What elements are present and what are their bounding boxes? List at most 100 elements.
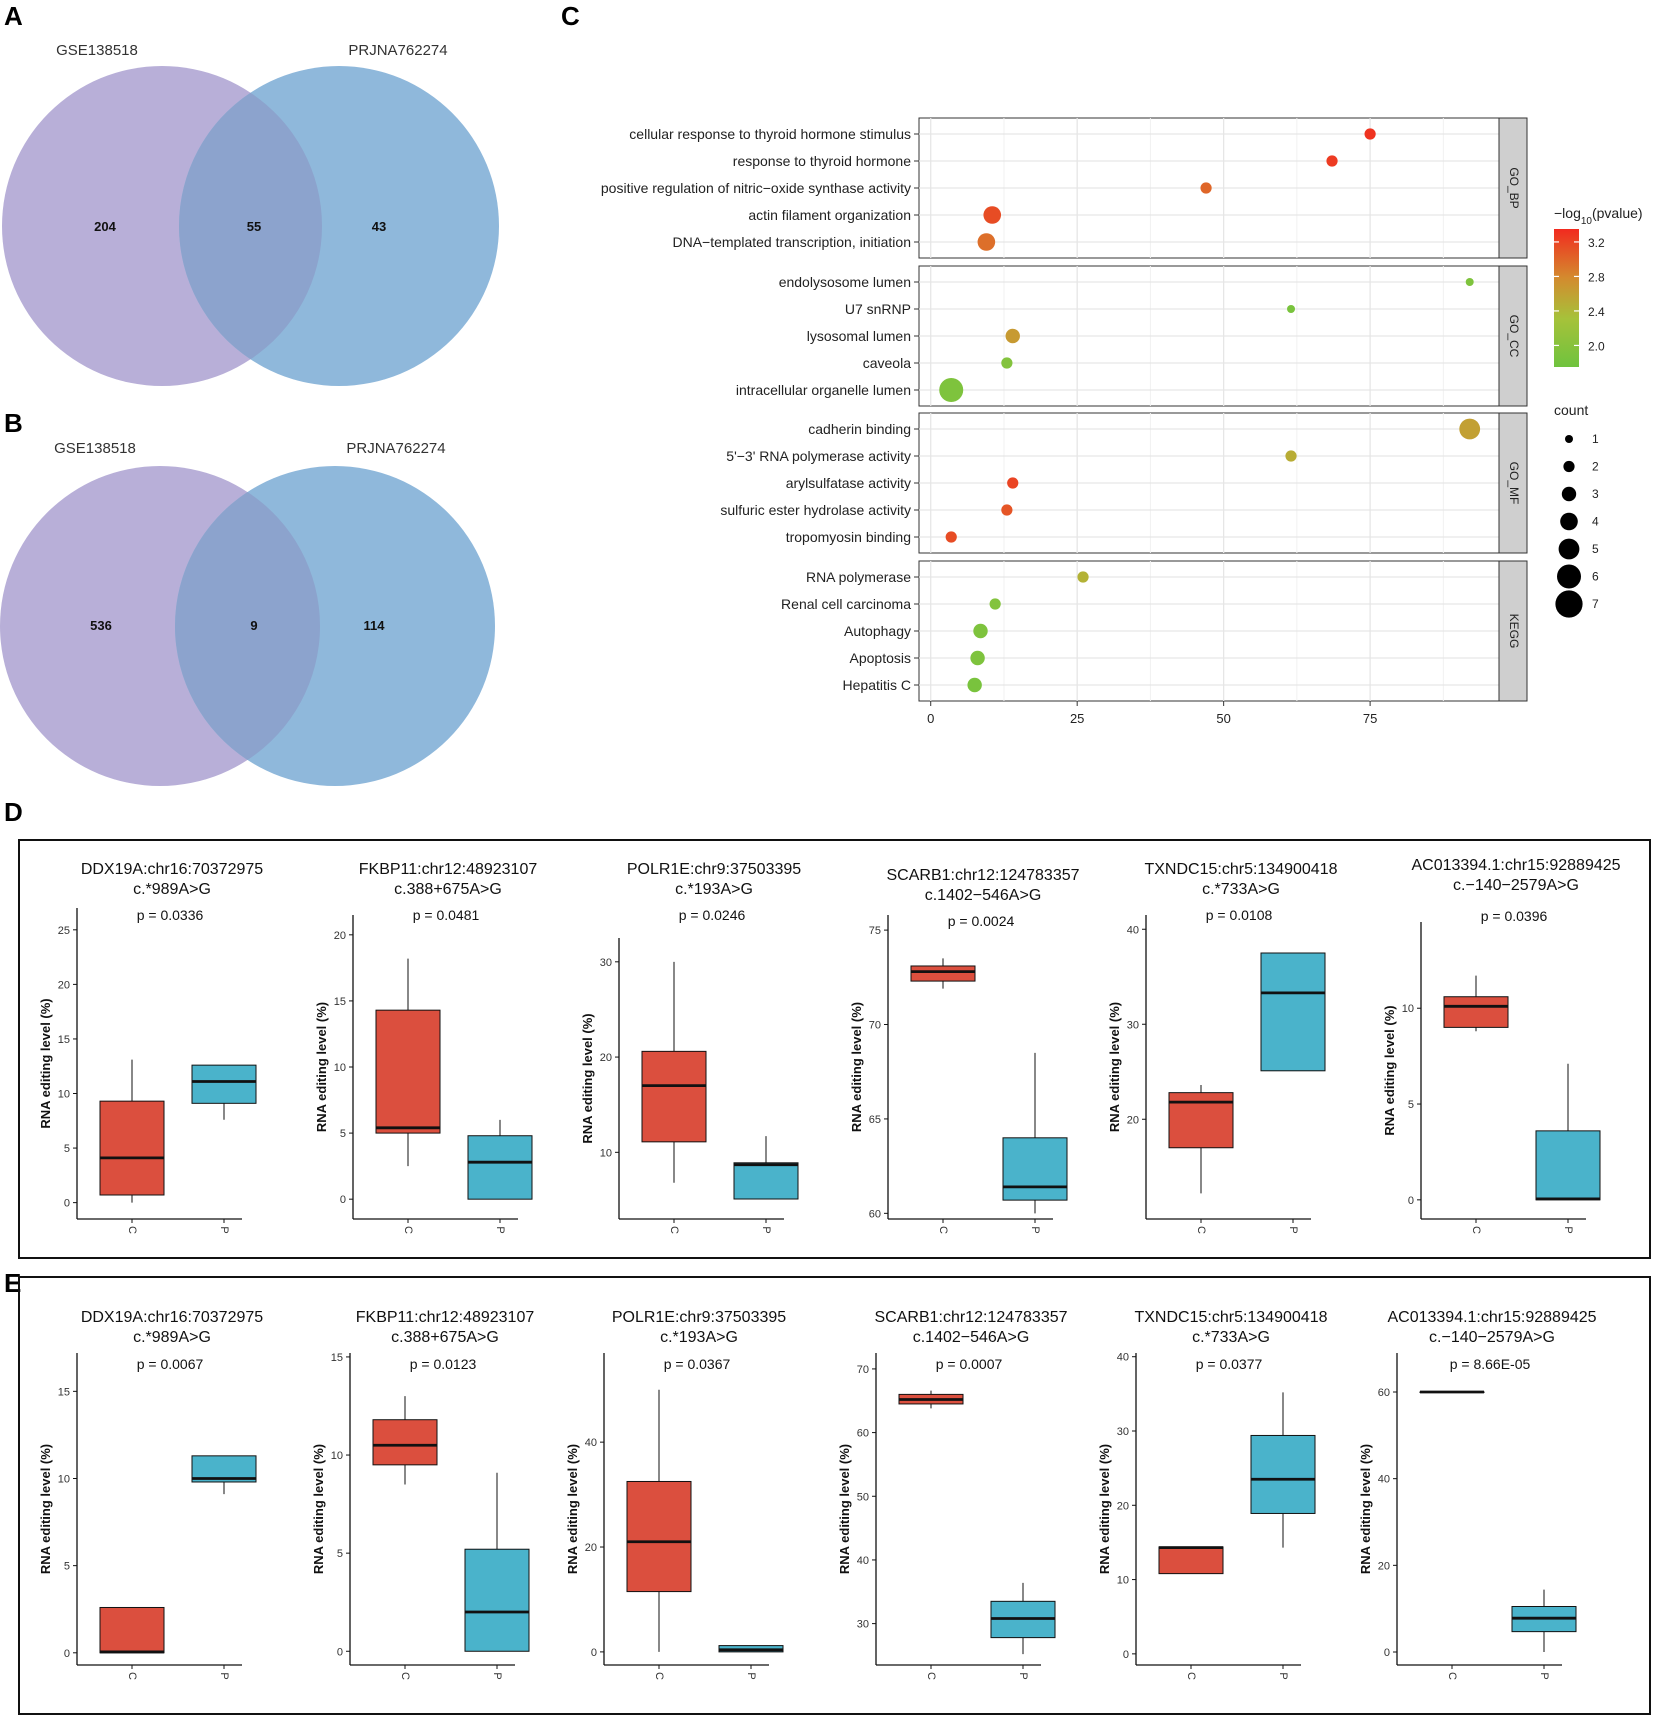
p-value: p = 8.66E-05 bbox=[1450, 1356, 1531, 1372]
enrichment-dot bbox=[1364, 128, 1376, 140]
x-tick-label: C bbox=[653, 1672, 665, 1680]
box-p bbox=[733, 1162, 799, 1200]
colorbar-tick-label: 2.0 bbox=[1588, 339, 1605, 353]
x-tick-label: P bbox=[745, 1672, 757, 1679]
count-legend-label: 1 bbox=[1592, 432, 1599, 446]
venn-a-overlap-count: 55 bbox=[247, 219, 261, 234]
term-label: U7 snRNP bbox=[845, 301, 911, 317]
term-label: tropomyosin binding bbox=[786, 529, 911, 545]
boxplot-title: FKBP11:chr12:48923107 bbox=[356, 1309, 535, 1326]
p-value: p = 0.0007 bbox=[936, 1356, 1003, 1372]
y-axis-label: RNA editing level (%) bbox=[580, 1013, 595, 1143]
term-label: Hepatitis C bbox=[843, 677, 911, 693]
term-label: endolysosome lumen bbox=[779, 274, 911, 290]
y-axis-label: RNA editing level (%) bbox=[1107, 1002, 1122, 1132]
boxplot-title: AC013394.1:chr15:92889425 bbox=[1411, 857, 1620, 874]
boxplot-subtitle: c.1402−546A>G bbox=[913, 1329, 1030, 1346]
boxplot-e-4: SCARB1:chr12:124783357 c.1402−546A>G p = 0… bbox=[837, 1309, 1068, 1680]
colorbar-tick-label: 2.4 bbox=[1588, 305, 1605, 319]
enrichment-dot bbox=[1005, 328, 1020, 344]
boxplot-d-4: SCARB1:chr12:124783357 c.1402−546A>G p = 0… bbox=[849, 867, 1080, 1234]
boxplot-d-3: POLR1E:chr9:37503395 c.*193A>G p = 0.0246 1… bbox=[580, 861, 801, 1234]
y-tick-label: 70 bbox=[857, 1364, 869, 1376]
y-tick-label: 0 bbox=[1384, 1647, 1390, 1659]
y-axis-label: RNA editing level (%) bbox=[837, 1444, 852, 1574]
enrichment-dot bbox=[967, 677, 982, 693]
facet-strip-label: GO_CC bbox=[1507, 315, 1521, 358]
box-c bbox=[99, 1606, 165, 1654]
pvalue-colorbar bbox=[1554, 229, 1579, 367]
y-tick-label: 20 bbox=[600, 1052, 612, 1064]
y-tick-label: 10 bbox=[600, 1147, 612, 1159]
enrichment-dot-plot: cellular response to thyroid hormone sti… bbox=[601, 117, 1528, 726]
box-c bbox=[1443, 996, 1509, 1028]
venn-a-right-count: 43 bbox=[372, 219, 386, 234]
y-tick-label: 0 bbox=[591, 1647, 597, 1659]
x-tick-label: C bbox=[399, 1672, 411, 1680]
venn-b-left-label: GSE138518 bbox=[54, 440, 136, 457]
y-axis-label: RNA editing level (%) bbox=[849, 1002, 864, 1132]
term-label: lysosomal lumen bbox=[807, 328, 911, 344]
enrichment-dot bbox=[1001, 504, 1013, 516]
boxplot-d-2: FKBP11:chr12:48923107 c.388+675A>G p = 0.0… bbox=[314, 861, 537, 1234]
facet-strip-label: GO_BP bbox=[1507, 167, 1521, 208]
enrichment-dot bbox=[1001, 357, 1013, 369]
count-legend-dot bbox=[1565, 435, 1573, 443]
pvalue-legend-title: −log10(pvalue) bbox=[1554, 205, 1643, 227]
x-tick-label: P bbox=[491, 1672, 503, 1679]
term-label: cellular response to thyroid hormone sti… bbox=[629, 126, 911, 142]
box-p bbox=[1250, 1434, 1316, 1514]
box-c bbox=[99, 1100, 165, 1196]
p-value: p = 0.0481 bbox=[413, 907, 480, 923]
boxplot-subtitle: c.388+675A>G bbox=[394, 881, 502, 898]
enrichment-dot bbox=[1459, 418, 1481, 440]
term-label: actin filament organization bbox=[748, 207, 911, 223]
boxplot-subtitle: c.*193A>G bbox=[660, 1329, 738, 1346]
y-tick-label: 0 bbox=[64, 1648, 70, 1660]
box-p bbox=[191, 1064, 257, 1104]
box-p bbox=[1002, 1137, 1068, 1201]
boxplot-subtitle: c.1402−546A>G bbox=[925, 887, 1042, 904]
y-tick-label: 10 bbox=[1117, 1575, 1129, 1587]
box-c bbox=[626, 1480, 692, 1593]
boxplot-title: TXNDC15:chr5:134900418 bbox=[1134, 1309, 1327, 1326]
venn-b-overlap bbox=[174, 492, 320, 760]
x-tick-label: 50 bbox=[1216, 711, 1230, 726]
boxplot-e-3: POLR1E:chr9:37503395 c.*193A>G p = 0.0367 0… bbox=[565, 1309, 786, 1680]
enrichment-dot bbox=[945, 531, 957, 543]
y-tick-label: 75 bbox=[869, 925, 881, 937]
x-tick-label: C bbox=[1446, 1672, 1458, 1680]
enrichment-dot bbox=[1285, 450, 1297, 462]
p-value: p = 0.0067 bbox=[137, 1356, 204, 1372]
boxplot-title: TXNDC15:chr5:134900418 bbox=[1144, 861, 1337, 878]
y-tick-label: 70 bbox=[869, 1020, 881, 1032]
y-tick-label: 20 bbox=[585, 1542, 597, 1554]
y-tick-label: 5 bbox=[337, 1548, 343, 1560]
term-label: Autophagy bbox=[844, 623, 911, 639]
venn-a-left-count: 204 bbox=[94, 219, 116, 234]
y-tick-label: 60 bbox=[1378, 1387, 1390, 1399]
y-tick-label: 20 bbox=[1127, 1114, 1139, 1126]
term-label: intracellular organelle lumen bbox=[736, 382, 911, 398]
panel-d-boxplots: DDX19A:chr16:70372975 c.*989A>G p = 0.0336… bbox=[38, 857, 1621, 1234]
count-legend-label: 3 bbox=[1592, 487, 1599, 501]
x-tick-label: 0 bbox=[927, 711, 934, 726]
boxplot-e-1: DDX19A:chr16:70372975 c.*989A>G p = 0.0067… bbox=[38, 1309, 263, 1680]
box-c bbox=[910, 965, 976, 982]
panel-d-frame bbox=[18, 839, 1651, 1259]
term-label: RNA polymerase bbox=[806, 569, 911, 585]
p-value: p = 0.0336 bbox=[137, 907, 204, 923]
boxplot-title: FKBP11:chr12:48923107 bbox=[359, 861, 538, 878]
term-label: arylsulfatase activity bbox=[786, 475, 911, 491]
facet-strip bbox=[1498, 412, 1528, 554]
y-tick-label: 15 bbox=[58, 1386, 70, 1398]
box-p bbox=[1535, 1130, 1601, 1201]
term-label: DNA−templated transcription, initiation bbox=[672, 234, 911, 250]
boxplot-subtitle: c.*989A>G bbox=[133, 881, 211, 898]
venn-b: GSE138518 PRJNA762274 536 9 114 bbox=[0, 440, 495, 786]
boxplot-subtitle: c.388+675A>G bbox=[391, 1329, 499, 1346]
y-axis-label: RNA editing level (%) bbox=[38, 998, 53, 1128]
term-label: Renal cell carcinoma bbox=[781, 596, 911, 612]
y-tick-label: 40 bbox=[1378, 1474, 1390, 1486]
